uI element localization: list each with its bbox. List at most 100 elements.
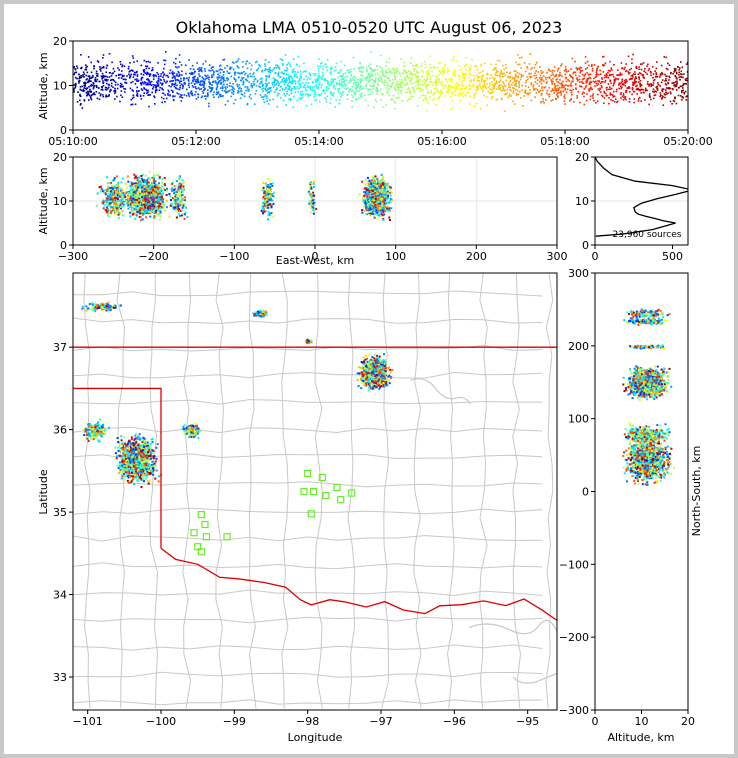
source-dot [355, 85, 357, 87]
source-dot [121, 85, 123, 88]
source-dot [468, 69, 470, 72]
source-dot [601, 77, 603, 79]
source-dot [233, 88, 235, 90]
source-dot [271, 182, 274, 185]
source-dot [188, 86, 191, 89]
source-dot [158, 89, 161, 91]
source-dot [465, 68, 467, 71]
source-dot [394, 71, 396, 74]
source-dot [633, 98, 636, 100]
source-dot [204, 74, 207, 77]
source-dot [530, 99, 533, 102]
source-dot [557, 68, 560, 70]
source-dot [179, 94, 182, 96]
source-dot [429, 91, 431, 93]
source-dot [113, 90, 115, 92]
source-dot [149, 81, 151, 84]
source-dot [140, 88, 143, 90]
source-dot [173, 192, 176, 194]
source-dot [578, 78, 581, 81]
source-dot [400, 72, 403, 75]
source-dot [512, 76, 514, 79]
source-dot [590, 86, 592, 89]
source-dot [374, 73, 376, 76]
source-dot [449, 88, 451, 91]
source-dot [520, 75, 523, 77]
source-dot [494, 73, 496, 76]
source-dot [613, 90, 615, 93]
source-dot [380, 88, 382, 91]
source-dot [270, 212, 273, 214]
source-dot [586, 60, 589, 63]
source-dot [93, 67, 95, 70]
source-dot [417, 75, 420, 78]
source-dot [681, 98, 683, 101]
source-dot [440, 70, 443, 73]
source-dot [633, 101, 635, 104]
source-dot [381, 206, 384, 209]
source-dot [179, 80, 181, 83]
source-dot [143, 92, 145, 94]
source-dot [75, 83, 77, 86]
source-dot [491, 81, 493, 83]
source-dot [661, 73, 664, 75]
source-dot [497, 86, 500, 88]
source-dot [340, 96, 342, 98]
source-dot [127, 207, 130, 210]
source-dot [171, 72, 173, 74]
source-dot [227, 90, 229, 92]
source-dot [260, 188, 263, 191]
source-dot [368, 212, 371, 215]
source-dot [547, 94, 550, 96]
source-dot [379, 205, 382, 208]
source-dot [347, 87, 349, 89]
source-dot [635, 81, 638, 83]
source-dot [569, 89, 571, 91]
source-dot [592, 93, 594, 95]
source-dot [161, 87, 163, 90]
source-dot [441, 92, 444, 94]
source-dot [360, 66, 363, 69]
source-dot [680, 73, 682, 75]
source-dot [179, 193, 182, 195]
source-dot [596, 73, 598, 75]
source-dot [316, 86, 318, 89]
source-dot [120, 90, 123, 92]
source-dot [237, 67, 240, 69]
source-dot [436, 80, 438, 82]
source-dot [542, 89, 544, 92]
source-dot [560, 63, 563, 65]
source-dot [140, 198, 143, 201]
source-dot [74, 85, 77, 87]
source-dot [124, 78, 126, 81]
source-dot [204, 70, 206, 72]
source-dot [189, 92, 192, 94]
source-dot [142, 94, 145, 97]
source-dot [185, 94, 188, 97]
source-dot [416, 75, 419, 78]
source-dot [533, 66, 536, 69]
source-dot [529, 75, 531, 78]
source-dot [667, 62, 669, 65]
source-dot [543, 86, 546, 89]
source-dot [681, 66, 684, 69]
source-dot [206, 93, 209, 95]
source-dot [376, 93, 378, 95]
source-dot [269, 203, 272, 205]
source-dot [233, 71, 236, 74]
source-dot [632, 53, 634, 56]
source-dot [551, 81, 553, 83]
source-dot [605, 73, 608, 76]
source-dot [288, 94, 291, 96]
source-dot [417, 83, 419, 86]
source-dot [513, 103, 516, 105]
source-dot [83, 76, 85, 78]
source-dot [154, 91, 157, 94]
source-dot [357, 84, 360, 87]
source-dot [528, 63, 531, 65]
source-dot [482, 70, 484, 72]
source-dot [500, 98, 503, 101]
source-dot [159, 86, 161, 89]
source-dot [483, 85, 486, 88]
source-dot [431, 70, 433, 73]
